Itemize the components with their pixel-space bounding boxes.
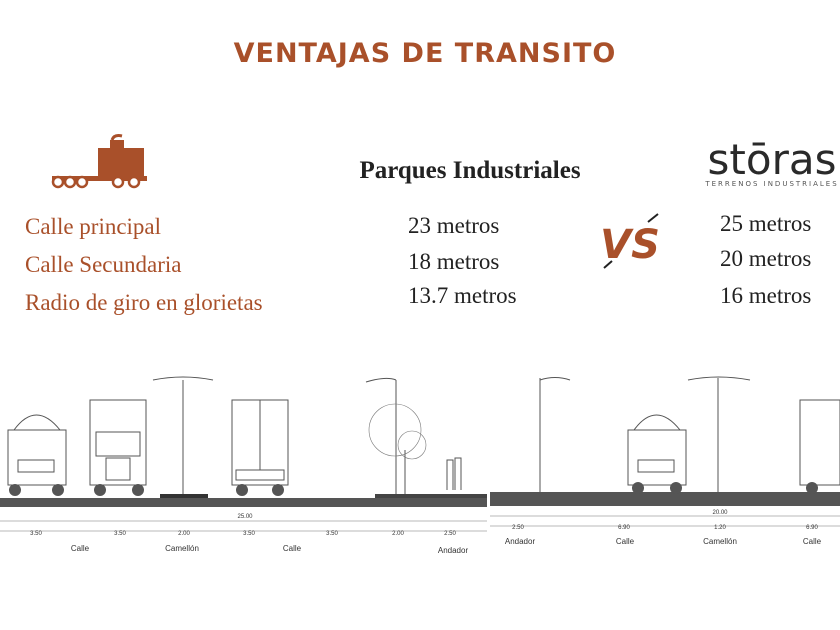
brand-name: stōras bbox=[708, 135, 837, 184]
zone-label: Camellón bbox=[703, 537, 737, 546]
right-value: 25 metros bbox=[720, 211, 811, 236]
brand-tagline: TERRENOS INDUSTRIALES bbox=[704, 180, 838, 188]
vs-accent bbox=[647, 213, 659, 223]
row-label: Radio de giro en glorietas bbox=[25, 290, 263, 315]
zone-label: Calle bbox=[71, 544, 90, 553]
zone-label: Calle bbox=[616, 537, 635, 546]
truck-icon bbox=[51, 134, 147, 189]
zone-label: Calle bbox=[803, 537, 822, 546]
dimension: 2.00 bbox=[178, 531, 190, 537]
dimension: 3.50 bbox=[243, 531, 255, 537]
zone-label: Camellón bbox=[165, 544, 199, 553]
left-value: 13.7 metros bbox=[408, 283, 517, 308]
zone-label: Calle bbox=[283, 544, 302, 553]
total-dimension: 20.00 bbox=[712, 510, 728, 516]
right-value: 16 metros bbox=[720, 283, 811, 308]
right-value: 20 metros bbox=[720, 246, 811, 271]
section-drawing-right bbox=[490, 376, 840, 527]
dimension: 2.00 bbox=[392, 531, 404, 537]
dimension: 2.50 bbox=[512, 525, 524, 531]
dimension: 3.50 bbox=[114, 531, 126, 537]
section-drawing-left bbox=[0, 376, 487, 532]
vs: VS bbox=[600, 222, 660, 268]
row-label: Calle Secundaria bbox=[25, 252, 181, 277]
dimension: 3.50 bbox=[30, 531, 42, 537]
dimension: 2.50 bbox=[444, 531, 456, 537]
left-heading: Parques Industriales bbox=[359, 157, 580, 184]
dimension: 6.90 bbox=[618, 525, 630, 531]
dimension: 6.90 bbox=[806, 525, 818, 531]
left-value: 23 metros bbox=[408, 213, 499, 238]
title: VENTAJAS DE TRANSITO bbox=[234, 38, 617, 69]
left-value: 18 metros bbox=[408, 249, 499, 274]
vs-accent bbox=[603, 260, 613, 269]
row-label: Calle principal bbox=[25, 214, 161, 239]
zone-label: Andador bbox=[505, 537, 536, 546]
zone-label: Andador bbox=[438, 546, 469, 555]
dimension: 3.50 bbox=[326, 531, 338, 537]
dimension: 1.20 bbox=[714, 525, 726, 531]
total-dimension: 25.00 bbox=[237, 514, 253, 520]
